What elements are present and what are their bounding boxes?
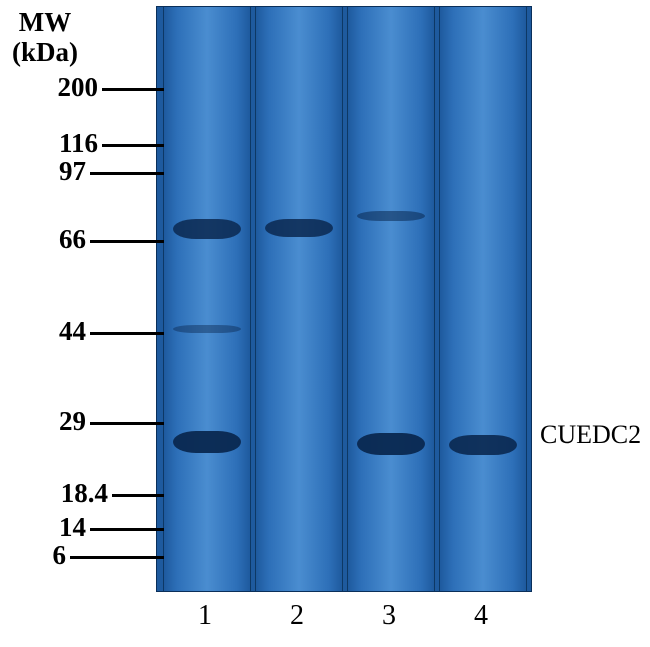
marker-label-116: 116 [59, 128, 98, 159]
lane-3 [347, 7, 435, 591]
marker-tick-116 [102, 144, 164, 147]
mw-text: MW [12, 8, 78, 38]
marker-tick-200 [102, 88, 164, 91]
band-lane1-2 [173, 431, 242, 453]
lane-1 [163, 7, 251, 591]
band-lane3-1 [357, 433, 426, 455]
marker-label-66: 66 [59, 224, 86, 255]
lane-4 [439, 7, 527, 591]
lane-number-1: 1 [198, 600, 212, 632]
marker-label-29: 29 [59, 406, 86, 437]
lane-number-4: 4 [474, 600, 488, 632]
blot-membrane [156, 6, 532, 592]
marker-tick-97 [90, 172, 164, 175]
marker-tick-6 [70, 556, 164, 559]
marker-label-97: 97 [59, 156, 86, 187]
protein-name-label: CUEDC2 [540, 420, 641, 450]
band-lane1-0 [173, 219, 242, 239]
marker-label-18.4: 18.4 [61, 478, 108, 509]
mw-header: MW (kDa) [12, 8, 78, 67]
marker-tick-29 [90, 422, 164, 425]
lane-number-2: 2 [290, 600, 304, 632]
marker-tick-18.4 [112, 494, 164, 497]
band-lane2-0 [265, 219, 334, 237]
marker-tick-14 [90, 528, 164, 531]
marker-label-6: 6 [53, 540, 67, 571]
kda-text: (kDa) [12, 38, 78, 68]
lane-2 [255, 7, 343, 591]
band-lane3-0 [357, 211, 426, 221]
marker-tick-44 [90, 332, 164, 335]
band-lane1-1 [173, 325, 242, 333]
marker-tick-66 [90, 240, 164, 243]
band-lane4-0 [449, 435, 518, 455]
western-blot-figure: MW (kDa) CUEDC2 200 11697 66 44 29 18.4146 1 2 3… [0, 0, 650, 647]
marker-label-200: 200 [58, 72, 99, 103]
marker-label-14: 14 [59, 512, 86, 543]
lane-number-3: 3 [382, 600, 396, 632]
marker-label-44: 44 [59, 316, 86, 347]
